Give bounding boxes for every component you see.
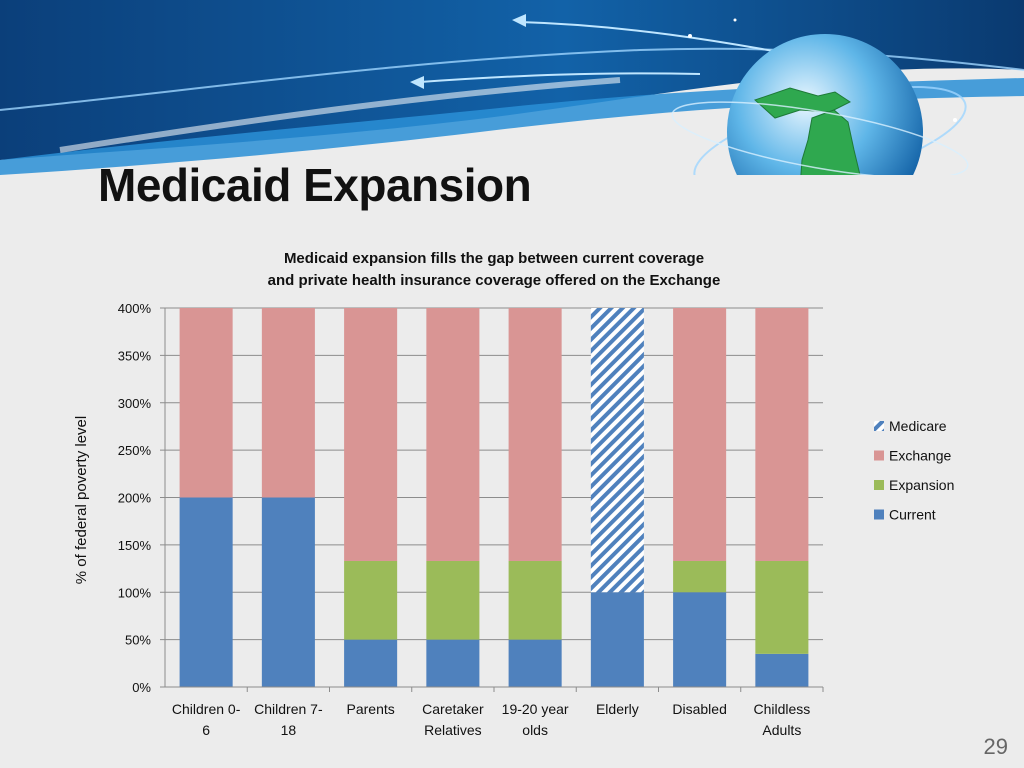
bar-current [426, 639, 480, 687]
legend-swatch-current [874, 509, 884, 520]
bar-exchange [673, 308, 727, 561]
x-tick-label: 6 [202, 722, 210, 738]
x-tick-label: Children 0- [172, 701, 241, 717]
bar-expansion [673, 560, 727, 593]
x-tick-label: Caretaker [422, 701, 484, 717]
bar-current [508, 639, 562, 687]
x-tick-label: Relatives [424, 722, 482, 738]
x-tick-label: olds [522, 722, 548, 738]
bar-exchange [344, 308, 398, 561]
bar-exchange [426, 308, 480, 561]
bar-expansion [755, 560, 809, 654]
x-tick-label: 18 [281, 722, 297, 738]
y-tick-label: 300% [118, 396, 152, 411]
y-tick-label: 350% [118, 348, 152, 363]
header-banner [0, 0, 1024, 175]
y-tick-label: 0% [132, 680, 151, 695]
legend-swatch-medicare [874, 421, 884, 431]
bar-expansion [426, 560, 480, 640]
chart-title-line-2: and private health insurance coverage of… [268, 272, 721, 289]
y-tick-label: 50% [125, 633, 151, 648]
y-tick-label: 150% [118, 538, 152, 553]
legend-swatch-exchange [874, 450, 884, 461]
legend-label-expansion: Expansion [889, 477, 954, 493]
slide-title: Medicaid Expansion [98, 159, 532, 211]
bar-expansion [344, 560, 398, 640]
chart-title-line-1: Medicaid expansion fills the gap between… [284, 250, 704, 267]
x-tick-label: Childless [753, 701, 810, 717]
y-tick-label: 100% [118, 585, 152, 600]
y-tick-label: 200% [118, 491, 152, 506]
x-tick-label: Children 7- [254, 701, 323, 717]
bar-current [344, 639, 398, 687]
bar-exchange [179, 308, 233, 498]
x-tick-label: Elderly [596, 701, 639, 717]
bar-current [179, 497, 233, 687]
bar-current [261, 497, 315, 687]
bar-exchange [508, 308, 562, 561]
y-tick-label: 250% [118, 443, 152, 458]
legend-swatch-expansion [874, 480, 884, 490]
x-tick-label: Disabled [672, 701, 726, 717]
legend-label-current: Current [889, 507, 936, 523]
bar-current [673, 592, 727, 687]
x-tick-label: Parents [347, 701, 395, 717]
michigan-globe-icon [671, 34, 969, 175]
x-tick-label: 19-20 year [502, 701, 569, 717]
y-axis-label: % of federal poverty level [73, 416, 90, 584]
bar-current [755, 653, 809, 687]
bar-medicare [590, 308, 644, 593]
bar-exchange [755, 308, 809, 561]
legend-label-medicare: Medicare [889, 418, 947, 434]
legend-label-exchange: Exchange [889, 448, 951, 464]
y-tick-label: 400% [118, 301, 152, 316]
page-number: 29 [983, 734, 1008, 759]
x-tick-label: Adults [762, 722, 801, 738]
bar-exchange [261, 308, 315, 498]
bar-current [590, 592, 644, 687]
bar-expansion [508, 560, 562, 640]
